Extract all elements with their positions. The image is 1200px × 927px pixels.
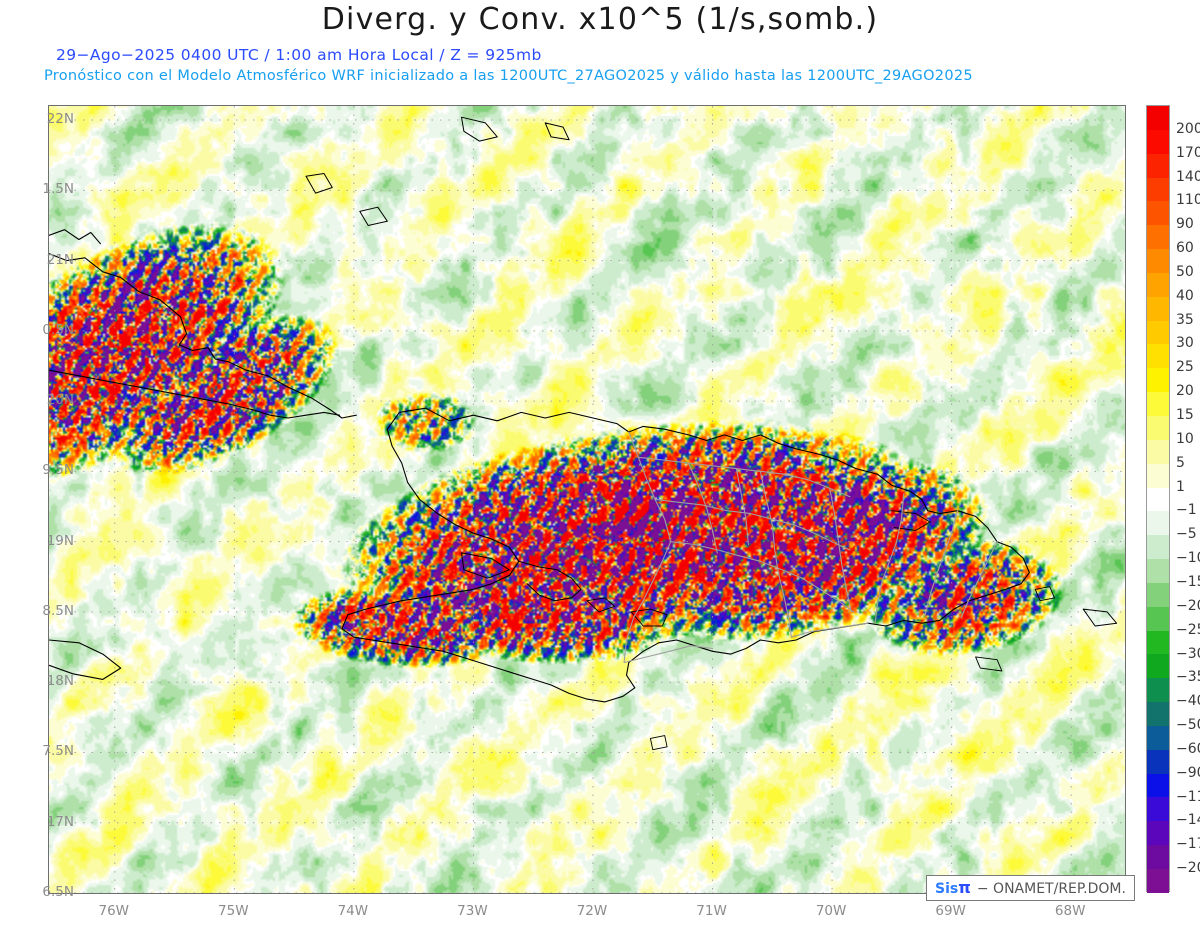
- colorbar-segment: [1147, 487, 1169, 512]
- colorbar-segment: [1147, 511, 1169, 536]
- credit-box: Sis π − ONAMET/REP.DOM.: [926, 875, 1135, 901]
- colorbar-segment: [1147, 749, 1169, 774]
- x-tick-label: 71W: [696, 903, 727, 919]
- colorbar-tick-label: −35: [1176, 669, 1200, 686]
- org-label: − ONAMET/REP.DOM.: [976, 881, 1126, 897]
- colorbar-tick-label: 25: [1176, 359, 1194, 376]
- x-tick-label: 76W: [98, 903, 130, 919]
- colorbar-tick-label: 20: [1176, 383, 1194, 400]
- x-tick-label: 73W: [457, 903, 488, 919]
- colorbar-segment: [1147, 368, 1169, 393]
- colorbar-tick-label: 90: [1176, 216, 1194, 233]
- colorbar-segment: [1147, 272, 1169, 297]
- pi-icon: π: [958, 878, 971, 897]
- colorbar-tick-label: −140: [1176, 812, 1200, 829]
- colorbar-segment: [1147, 129, 1169, 154]
- colorbar-tick-label: 110: [1176, 192, 1200, 209]
- subtitle-valid-time: 29−Ago−2025 0400 UTC / 1:00 am Hora Loca…: [56, 46, 542, 64]
- x-tick-label: 72W: [576, 903, 608, 919]
- colorbar-segment: [1147, 725, 1169, 750]
- colorbar-segment: [1147, 702, 1169, 726]
- colorbar-segment: [1147, 225, 1169, 250]
- map-plot-area: [48, 105, 1126, 894]
- colorbar-tick-label: −25: [1176, 621, 1200, 638]
- colorbar-tick-label: 1: [1176, 478, 1185, 495]
- colorbar: [1146, 105, 1170, 893]
- colorbar-segment: [1147, 344, 1169, 369]
- colorbar-segment: [1147, 845, 1169, 869]
- colorbar-tick-label: −170: [1176, 836, 1200, 853]
- colorbar-segment: [1147, 153, 1169, 178]
- colorbar-tick-label: −1: [1176, 502, 1197, 519]
- colorbar-tick-label: 30: [1176, 335, 1194, 352]
- colorbar-segment: [1147, 463, 1169, 488]
- colorbar-tick-label: −40: [1176, 693, 1200, 710]
- colorbar-segment: [1147, 535, 1169, 560]
- colorbar-tick-label: −90: [1176, 764, 1200, 781]
- colorbar-tick-label: 170: [1176, 144, 1200, 161]
- colorbar-tick-label: 140: [1176, 168, 1200, 185]
- x-tick-label: 68W: [1054, 903, 1086, 919]
- colorbar-segment: [1147, 654, 1169, 679]
- colorbar-tick-label: 10: [1176, 430, 1194, 447]
- colorbar-segment: [1147, 201, 1169, 226]
- colorbar-segment: [1147, 869, 1169, 893]
- colorbar-segment: [1147, 606, 1169, 631]
- colorbar-segment: [1147, 773, 1169, 798]
- colorbar-segment: [1147, 106, 1169, 130]
- colorbar-segment: [1147, 177, 1169, 202]
- colorbar-tick-label: −110: [1176, 788, 1200, 805]
- colorbar-segment: [1147, 821, 1169, 846]
- colorbar-segment: [1147, 630, 1169, 655]
- colorbar-tick-label: −200: [1176, 860, 1200, 877]
- colorbar-tick-label: 60: [1176, 240, 1194, 257]
- x-tick-label: 75W: [218, 903, 249, 919]
- colorbar-tick-label: 40: [1176, 287, 1194, 304]
- x-tick-label: 74W: [337, 903, 369, 919]
- colorbar-tick-label: 50: [1176, 263, 1194, 280]
- colorbar-tick-label: 5: [1176, 454, 1185, 471]
- colorbar-tick-label: −5: [1176, 526, 1197, 543]
- colorbar-tick-label: −30: [1176, 645, 1200, 662]
- colorbar-segment: [1147, 678, 1169, 703]
- colorbar-tick-label: −15: [1176, 573, 1200, 590]
- subtitle-model-info: Pronóstico con el Modelo Atmosférico WRF…: [44, 68, 973, 84]
- page-title: Diverg. y Conv. x10^5 (1/s,somb.): [321, 2, 879, 37]
- colorbar-segment: [1147, 296, 1169, 321]
- colorbar-segment: [1147, 582, 1169, 607]
- colorbar-segment: [1147, 559, 1169, 583]
- colorbar-segment: [1147, 249, 1169, 273]
- brand-label: Sis: [935, 881, 959, 897]
- colorbar-segment: [1147, 392, 1169, 416]
- x-tick-label: 69W: [935, 903, 966, 919]
- x-tick-label: 70W: [815, 903, 847, 919]
- colorbar-tick-label: −10: [1176, 550, 1200, 567]
- colorbar-tick-label: 35: [1176, 311, 1194, 328]
- colorbar-segment: [1147, 797, 1169, 822]
- colorbar-segment: [1147, 415, 1169, 440]
- colorbar-tick-label: −60: [1176, 740, 1200, 757]
- colorbar-segment: [1147, 439, 1169, 464]
- colorbar-tick-label: 200: [1176, 120, 1200, 137]
- divergence-convergence-field: [49, 106, 1125, 893]
- colorbar-tick-label: −20: [1176, 597, 1200, 614]
- colorbar-tick-label: −50: [1176, 717, 1200, 734]
- colorbar-segment: [1147, 320, 1169, 345]
- colorbar-tick-label: 15: [1176, 407, 1194, 424]
